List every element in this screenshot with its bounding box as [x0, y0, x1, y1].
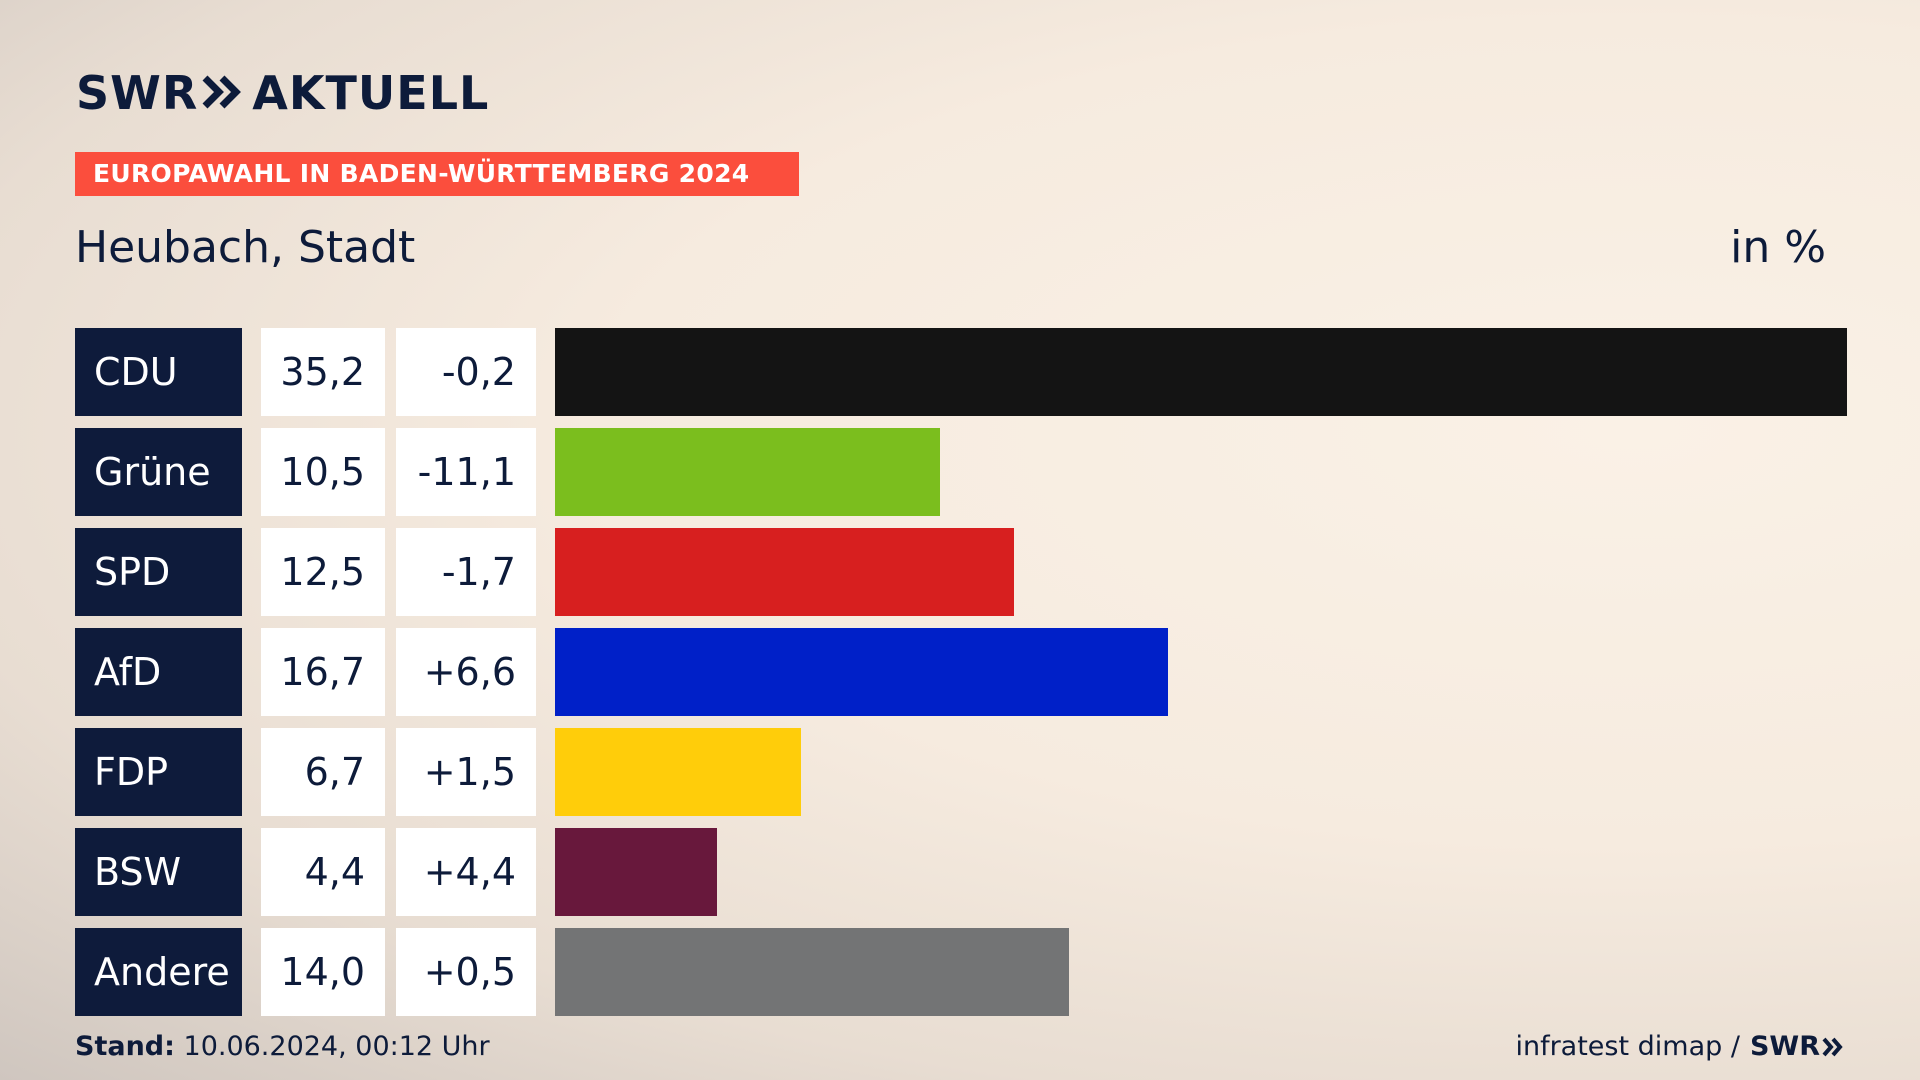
- result-row: AfD 16,7 +6,6: [75, 628, 1847, 716]
- value-label: 35,2: [261, 328, 385, 416]
- timestamp: Stand: 10.06.2024, 00:12 Uhr: [75, 1031, 490, 1062]
- election-banner: EUROPAWAHL IN BADEN-WÜRTTEMBERG 2024: [75, 152, 799, 196]
- stand-value: 10.06.2024, 00:12 Uhr: [183, 1031, 490, 1062]
- result-bar: [555, 328, 1847, 416]
- swr-mini-logo: SWR: [1750, 1031, 1844, 1062]
- unit-label: in %: [1730, 222, 1826, 273]
- value-label: 10,5: [261, 428, 385, 516]
- double-chevron-icon: [202, 66, 242, 120]
- party-label: Grüne: [75, 428, 242, 516]
- diff-label: -0,2: [396, 328, 536, 416]
- party-label: SPD: [75, 528, 242, 616]
- party-label: FDP: [75, 728, 242, 816]
- source-text: infratest dimap /: [1515, 1031, 1740, 1062]
- party-label: CDU: [75, 328, 242, 416]
- result-row: Grüne 10,5 -11,1: [75, 428, 1847, 516]
- result-row: Andere 14,0 +0,5: [75, 928, 1847, 1016]
- mini-chevron-icon: [1822, 1037, 1843, 1056]
- value-label: 4,4: [261, 828, 385, 916]
- value-label: 14,0: [261, 928, 385, 1016]
- result-bar: [555, 828, 717, 916]
- stand-label: Stand:: [75, 1031, 175, 1062]
- party-label: BSW: [75, 828, 242, 916]
- value-label: 6,7: [261, 728, 385, 816]
- diff-label: -1,7: [396, 528, 536, 616]
- logo-aktuell-text: AKTUELL: [252, 66, 490, 120]
- logo-swr-text: SWR: [76, 66, 199, 120]
- value-label: 12,5: [261, 528, 385, 616]
- diff-label: +0,5: [396, 928, 536, 1016]
- result-bar: [555, 528, 1014, 616]
- diff-label: -11,1: [396, 428, 536, 516]
- party-label: AfD: [75, 628, 242, 716]
- result-bar: [555, 628, 1168, 716]
- result-row: FDP 6,7 +1,5: [75, 728, 1847, 816]
- value-label: 16,7: [261, 628, 385, 716]
- swr-aktuell-logo: SWR AKTUELL: [76, 66, 489, 120]
- diff-label: +6,6: [396, 628, 536, 716]
- result-bar: [555, 728, 801, 816]
- result-row: CDU 35,2 -0,2: [75, 328, 1847, 416]
- result-bar: [555, 428, 940, 516]
- place-title: Heubach, Stadt: [75, 222, 416, 273]
- result-bar: [555, 928, 1069, 1016]
- diff-label: +1,5: [396, 728, 536, 816]
- party-label: Andere: [75, 928, 242, 1016]
- source-credit: infratest dimap / SWR: [1515, 1031, 1844, 1062]
- result-row: SPD 12,5 -1,7: [75, 528, 1847, 616]
- diff-label: +4,4: [396, 828, 536, 916]
- swr-mini-text: SWR: [1749, 1031, 1820, 1062]
- result-row: BSW 4,4 +4,4: [75, 828, 1847, 916]
